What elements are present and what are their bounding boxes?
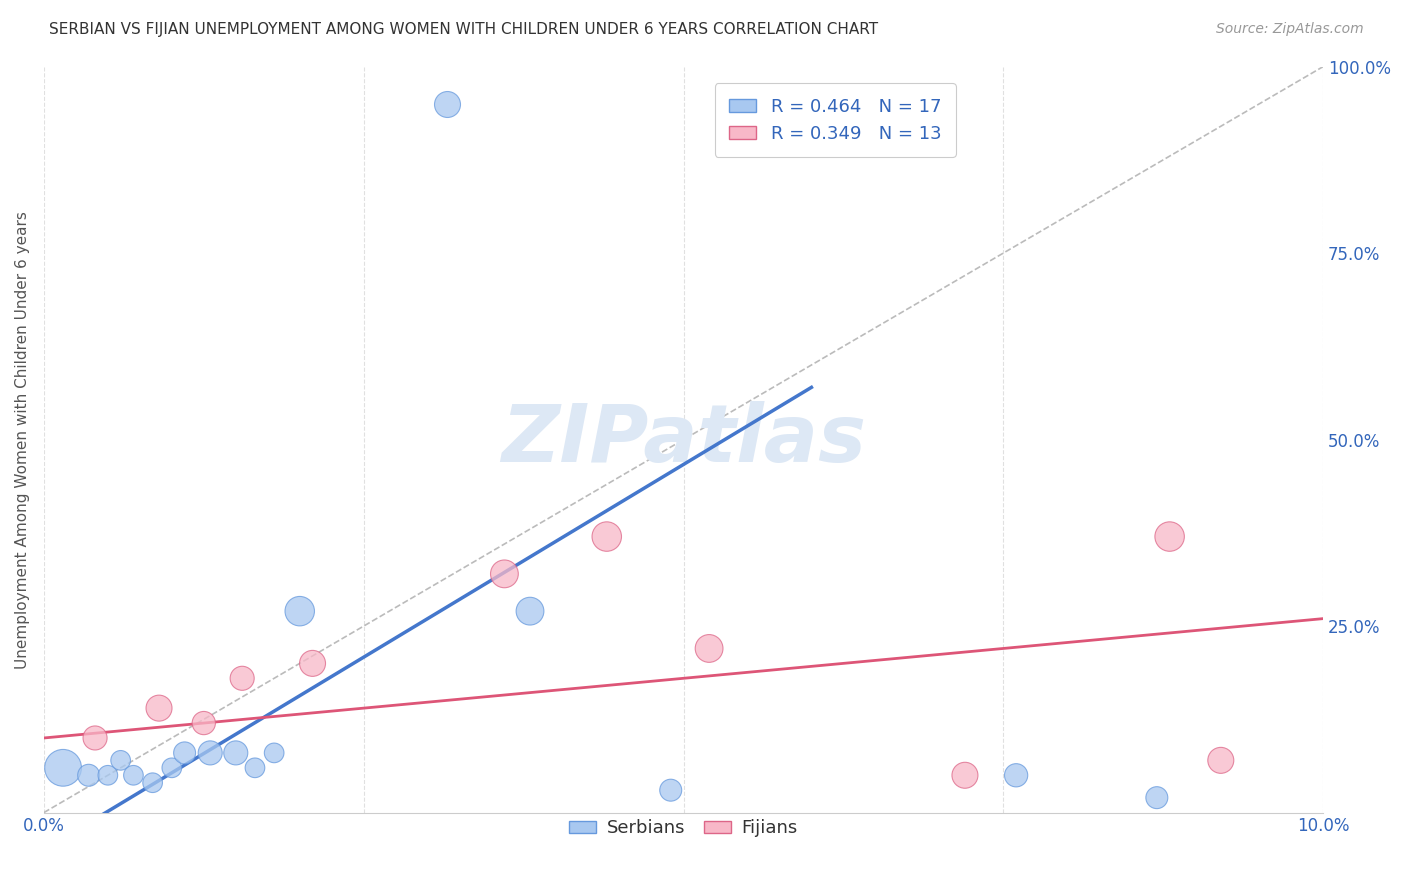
Point	[519, 604, 541, 618]
Point	[953, 768, 976, 782]
Text: Source: ZipAtlas.com: Source: ZipAtlas.com	[1216, 22, 1364, 37]
Point	[263, 746, 285, 760]
Point	[1209, 753, 1232, 767]
Point	[97, 768, 120, 782]
Point	[142, 776, 165, 790]
Legend: Serbians, Fijians: Serbians, Fijians	[562, 812, 806, 845]
Point	[160, 761, 183, 775]
Text: ZIPatlas: ZIPatlas	[501, 401, 866, 479]
Point	[84, 731, 107, 745]
Point	[193, 716, 215, 731]
Point	[301, 657, 323, 671]
Point	[110, 753, 132, 767]
Point	[494, 566, 516, 581]
Point	[288, 604, 311, 618]
Point	[436, 96, 458, 111]
Point	[148, 701, 170, 715]
Point	[1005, 768, 1028, 782]
Point	[659, 783, 682, 797]
Point	[596, 530, 619, 544]
Text: SERBIAN VS FIJIAN UNEMPLOYMENT AMONG WOMEN WITH CHILDREN UNDER 6 YEARS CORRELATI: SERBIAN VS FIJIAN UNEMPLOYMENT AMONG WOM…	[49, 22, 879, 37]
Point	[77, 768, 100, 782]
Point	[122, 768, 145, 782]
Point	[198, 746, 221, 760]
Point	[225, 746, 247, 760]
Point	[173, 746, 195, 760]
Y-axis label: Unemployment Among Women with Children Under 6 years: Unemployment Among Women with Children U…	[15, 211, 30, 668]
Point	[231, 671, 253, 685]
Point	[52, 761, 75, 775]
Point	[243, 761, 266, 775]
Point	[697, 641, 720, 656]
Point	[1146, 790, 1168, 805]
Point	[1159, 530, 1181, 544]
